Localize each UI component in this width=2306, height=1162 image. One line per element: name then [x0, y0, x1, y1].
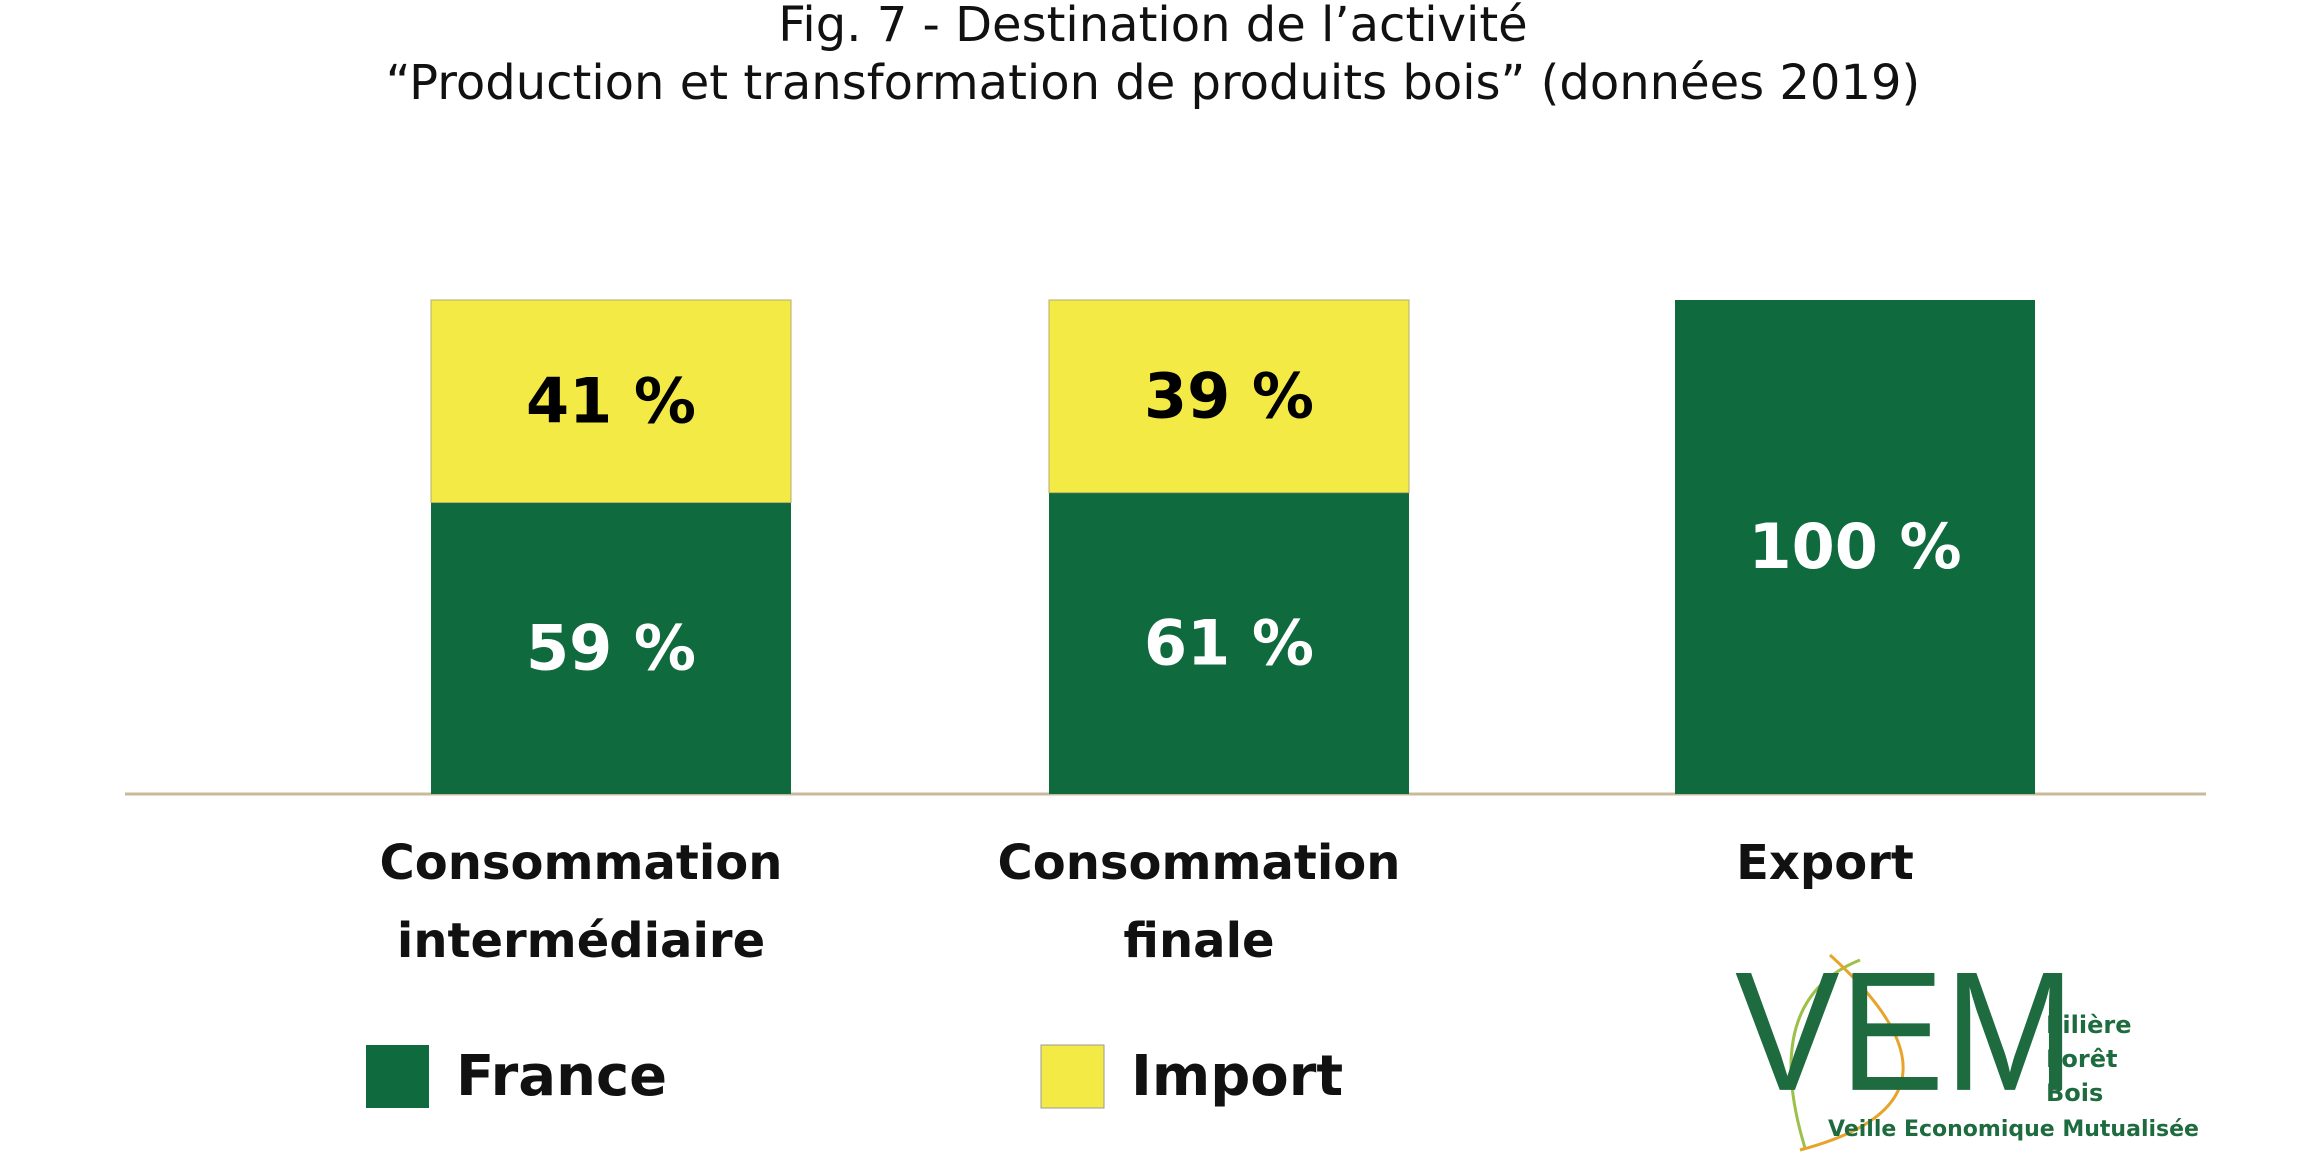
chart-title: Fig. 7 - Destination de l’activité	[778, 0, 1527, 53]
legend-label: France	[456, 1044, 667, 1109]
logo-line: Filière	[2046, 1011, 2131, 1039]
x-tick-label: Export	[1736, 835, 1914, 891]
data-label: 39 %	[1144, 359, 1314, 432]
x-tick-label: Consommation intermédiaire	[379, 835, 783, 969]
bar-segment	[1049, 492, 1409, 794]
bar-segment	[431, 502, 791, 794]
logo-letters: VEM	[1735, 937, 2075, 1127]
x-tick-label: Consommation finale	[997, 835, 1401, 969]
data-label: 61 %	[1144, 606, 1314, 679]
data-label: 100 %	[1748, 510, 1961, 583]
logo: VEM Filière Forêt Bois Veille Economique…	[1735, 937, 2199, 1152]
legend-label: Import	[1131, 1044, 1343, 1109]
legend-swatch	[366, 1045, 429, 1108]
bar-segment	[1048, 299, 1410, 494]
data-label: 59 %	[526, 611, 696, 684]
legend-swatch	[1040, 1044, 1105, 1109]
bar-segment	[430, 299, 792, 504]
logo-line: Bois	[2046, 1079, 2103, 1107]
logo-line: Forêt	[2046, 1045, 2118, 1073]
chart-subtitle: “Production et transformation de produit…	[386, 55, 1921, 111]
logo-arc	[1799, 953, 1905, 1152]
data-label: 41 %	[526, 364, 696, 437]
logo-arc	[1789, 958, 1861, 1149]
bar-segment	[1675, 300, 2035, 794]
logo-caption: Veille Economique Mutualisée	[1828, 1117, 2199, 1142]
